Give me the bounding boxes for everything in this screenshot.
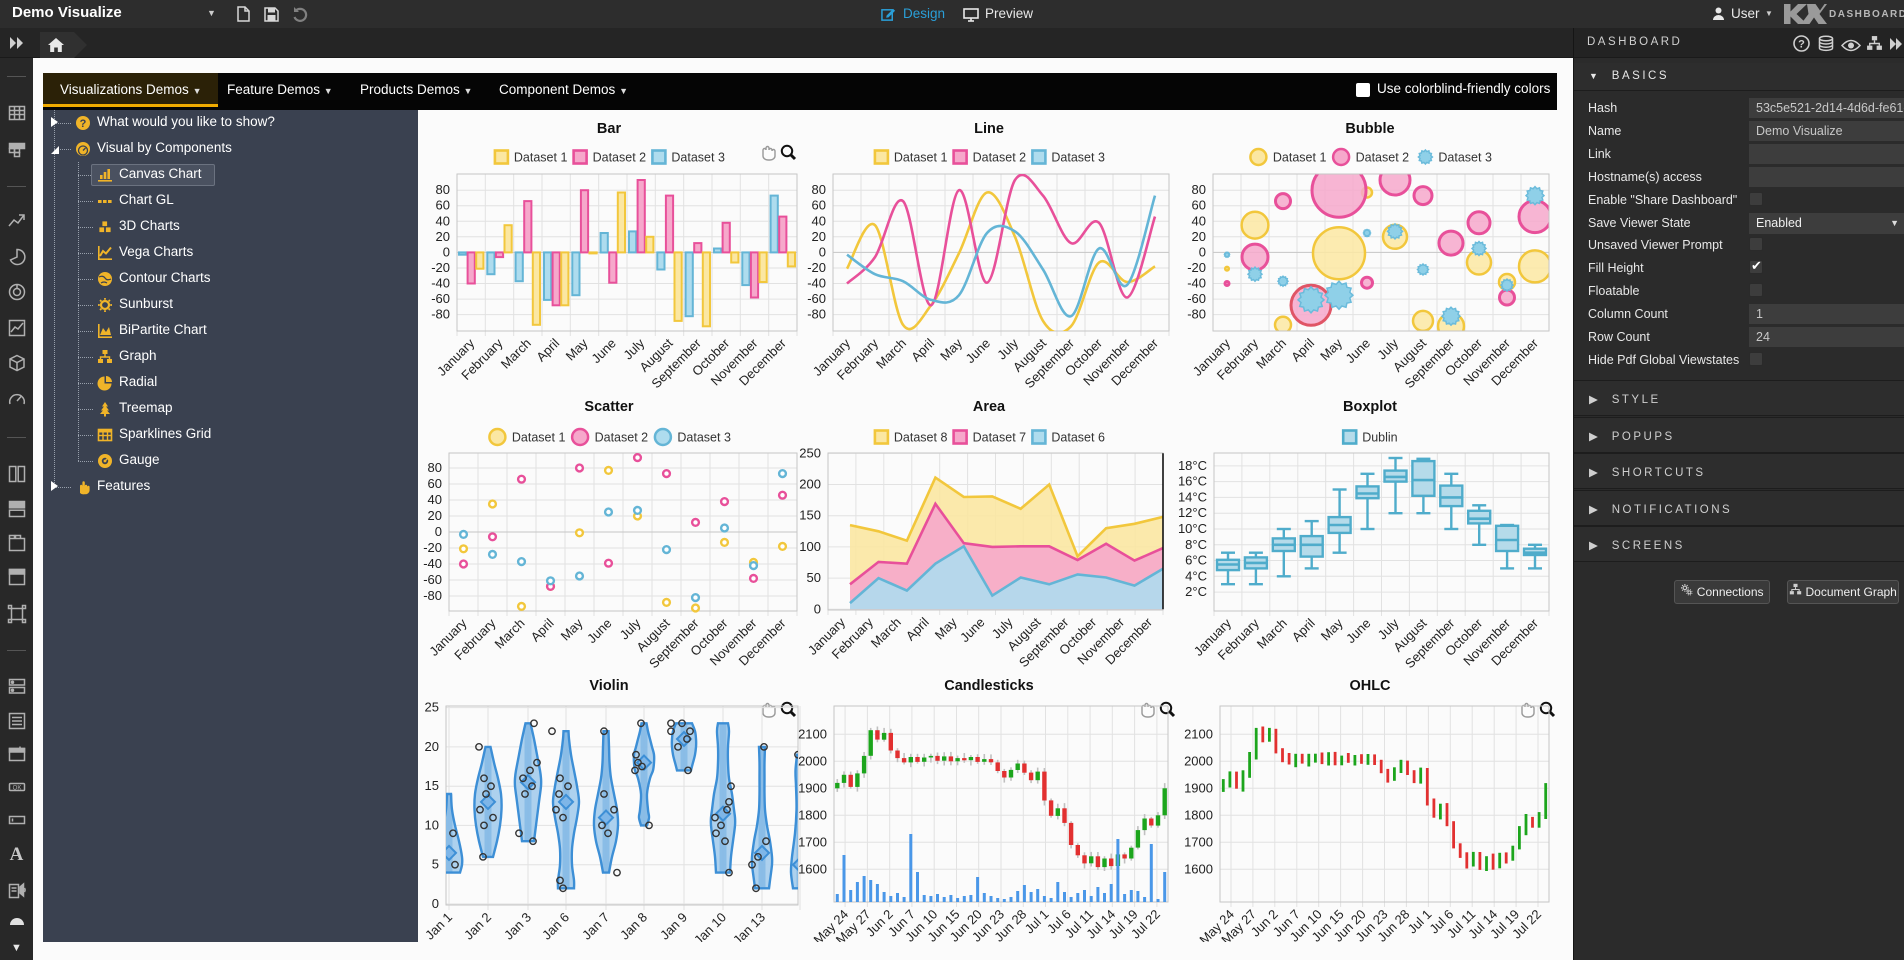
svg-text:80: 80 bbox=[1192, 182, 1206, 197]
svg-text:Dataset 1: Dataset 1 bbox=[894, 151, 948, 165]
svg-text:Dataset 3: Dataset 3 bbox=[1438, 151, 1492, 165]
svg-text:-60: -60 bbox=[807, 291, 826, 306]
svg-text:0: 0 bbox=[814, 601, 821, 616]
svg-text:80: 80 bbox=[428, 460, 442, 475]
svg-text:0: 0 bbox=[432, 896, 439, 911]
svg-text:0: 0 bbox=[1199, 244, 1206, 259]
svg-text:50: 50 bbox=[807, 570, 821, 585]
svg-text:16°C: 16°C bbox=[1178, 474, 1207, 489]
svg-text:20: 20 bbox=[436, 229, 450, 244]
svg-text:0: 0 bbox=[443, 244, 450, 259]
svg-text:1700: 1700 bbox=[1184, 834, 1213, 849]
svg-text:-80: -80 bbox=[431, 307, 450, 322]
svg-text:4°C: 4°C bbox=[1185, 568, 1207, 583]
svg-text:20: 20 bbox=[812, 229, 826, 244]
svg-text:Dataset 1: Dataset 1 bbox=[514, 151, 568, 165]
svg-text:Line: Line bbox=[974, 121, 1004, 137]
svg-text:-80: -80 bbox=[1187, 307, 1206, 322]
svg-text:10°C: 10°C bbox=[1178, 521, 1207, 536]
svg-text:-80: -80 bbox=[807, 307, 826, 322]
svg-text:8°C: 8°C bbox=[1185, 537, 1207, 552]
svg-text:Candlesticks: Candlesticks bbox=[944, 678, 1033, 694]
svg-text:40: 40 bbox=[1192, 213, 1206, 228]
svg-text:Dataset 2: Dataset 2 bbox=[973, 151, 1027, 165]
svg-text:Bubble: Bubble bbox=[1345, 121, 1394, 137]
svg-text:0: 0 bbox=[435, 524, 442, 539]
svg-text:-40: -40 bbox=[807, 276, 826, 291]
svg-text:-60: -60 bbox=[431, 291, 450, 306]
svg-text:Dataset 7: Dataset 7 bbox=[973, 431, 1027, 445]
svg-text:1900: 1900 bbox=[798, 780, 827, 795]
svg-text:60: 60 bbox=[1192, 198, 1206, 213]
svg-text:-60: -60 bbox=[1187, 291, 1206, 306]
svg-text:1900: 1900 bbox=[1184, 780, 1213, 795]
svg-text:10: 10 bbox=[425, 817, 439, 832]
svg-text:Bar: Bar bbox=[597, 121, 622, 137]
svg-text:Dataset 3: Dataset 3 bbox=[1051, 151, 1105, 165]
svg-text:Dataset 2: Dataset 2 bbox=[1356, 151, 1410, 165]
svg-text:Dataset 3: Dataset 3 bbox=[671, 151, 725, 165]
svg-text:20: 20 bbox=[428, 508, 442, 523]
svg-text:?: ? bbox=[80, 118, 87, 130]
svg-text:14°C: 14°C bbox=[1178, 489, 1207, 504]
svg-text:-20: -20 bbox=[807, 260, 826, 275]
svg-text:Dataset 6: Dataset 6 bbox=[1051, 431, 1105, 445]
svg-text:60: 60 bbox=[812, 198, 826, 213]
svg-text:250: 250 bbox=[799, 445, 821, 460]
svg-text:Dataset 8: Dataset 8 bbox=[894, 431, 948, 445]
svg-text:12°C: 12°C bbox=[1178, 505, 1207, 520]
svg-text:1800: 1800 bbox=[1184, 807, 1213, 822]
svg-text:40: 40 bbox=[812, 213, 826, 228]
svg-text:-80: -80 bbox=[423, 588, 442, 603]
svg-text:0: 0 bbox=[819, 244, 826, 259]
svg-text:OK: OK bbox=[12, 786, 21, 792]
svg-text:1700: 1700 bbox=[798, 834, 827, 849]
svg-text:80: 80 bbox=[436, 182, 450, 197]
svg-text:15: 15 bbox=[425, 778, 439, 793]
svg-text:1600: 1600 bbox=[1184, 861, 1213, 876]
svg-text:?: ? bbox=[1798, 39, 1805, 51]
svg-text:20: 20 bbox=[1192, 229, 1206, 244]
svg-text:2100: 2100 bbox=[1184, 726, 1213, 741]
svg-text:Dataset 1: Dataset 1 bbox=[512, 431, 566, 445]
svg-text:Scatter: Scatter bbox=[584, 399, 634, 415]
svg-text:Dataset 3: Dataset 3 bbox=[677, 431, 731, 445]
svg-text:6°C: 6°C bbox=[1185, 553, 1207, 568]
svg-text:25: 25 bbox=[425, 700, 439, 715]
svg-text:-20: -20 bbox=[431, 260, 450, 275]
svg-text:40: 40 bbox=[428, 492, 442, 507]
svg-text:OHLC: OHLC bbox=[1349, 678, 1391, 694]
svg-text:-20: -20 bbox=[423, 540, 442, 555]
svg-text:60: 60 bbox=[428, 476, 442, 491]
svg-text:Boxplot: Boxplot bbox=[1343, 399, 1397, 415]
svg-text:Violin: Violin bbox=[589, 678, 628, 694]
svg-text:60: 60 bbox=[436, 198, 450, 213]
svg-text:80: 80 bbox=[812, 182, 826, 197]
svg-text:Dublin: Dublin bbox=[1362, 431, 1397, 445]
svg-text:5: 5 bbox=[432, 857, 439, 872]
svg-text:20: 20 bbox=[425, 739, 439, 754]
svg-text:100: 100 bbox=[799, 539, 821, 554]
svg-text:18°C: 18°C bbox=[1178, 458, 1207, 473]
svg-text:-40: -40 bbox=[431, 276, 450, 291]
svg-text:1800: 1800 bbox=[798, 807, 827, 822]
svg-text:2000: 2000 bbox=[1184, 753, 1213, 768]
svg-text:150: 150 bbox=[799, 508, 821, 523]
svg-text:-60: -60 bbox=[423, 572, 442, 587]
svg-text:200: 200 bbox=[799, 477, 821, 492]
svg-text:1600: 1600 bbox=[798, 861, 827, 876]
svg-text:-40: -40 bbox=[423, 556, 442, 571]
svg-text:Dataset 1: Dataset 1 bbox=[1273, 151, 1327, 165]
svg-text:Dataset 2: Dataset 2 bbox=[593, 151, 647, 165]
svg-text:Dataset 2: Dataset 2 bbox=[595, 431, 649, 445]
svg-text:-40: -40 bbox=[1187, 276, 1206, 291]
svg-text:-20: -20 bbox=[1187, 260, 1206, 275]
svg-text:2000: 2000 bbox=[798, 753, 827, 768]
svg-text:2100: 2100 bbox=[798, 726, 827, 741]
svg-text:2°C: 2°C bbox=[1185, 584, 1207, 599]
svg-text:Area: Area bbox=[973, 399, 1006, 415]
svg-text:40: 40 bbox=[436, 213, 450, 228]
